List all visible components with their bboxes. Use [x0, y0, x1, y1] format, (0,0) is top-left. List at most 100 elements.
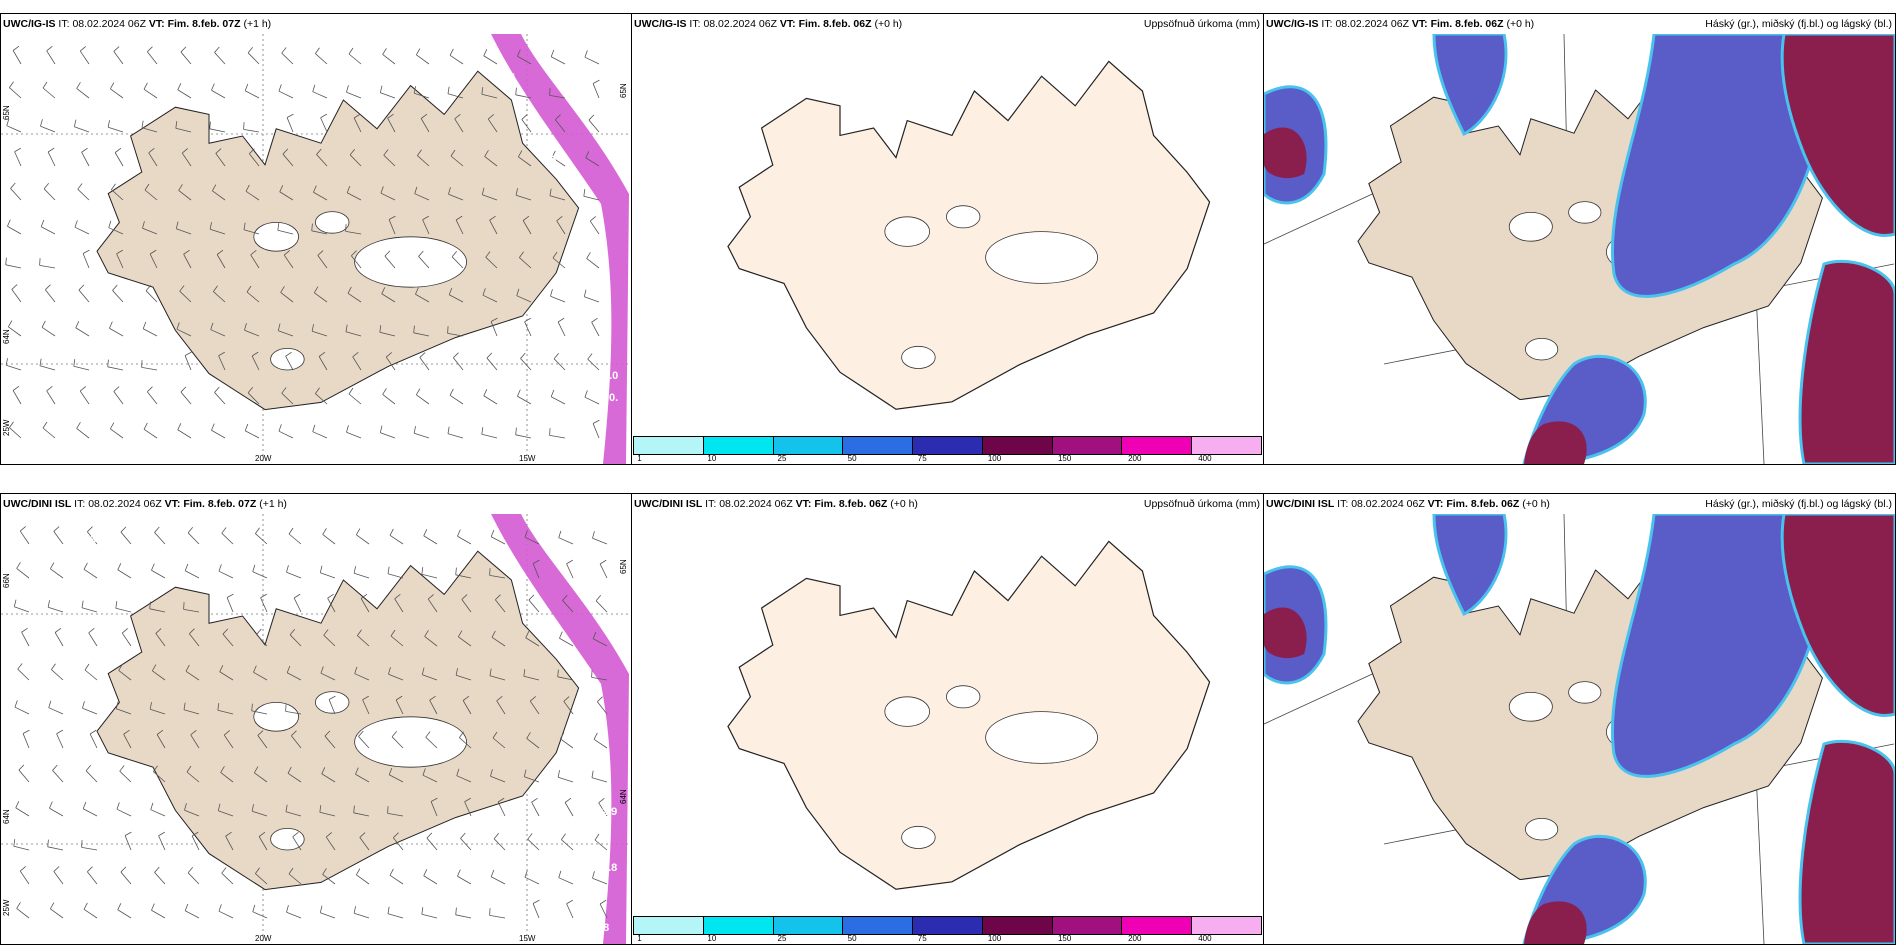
wind-barb — [74, 220, 90, 235]
wind-barb — [244, 423, 260, 439]
wind-barb — [313, 185, 328, 201]
barb-staff — [77, 188, 90, 201]
barb-feather — [142, 321, 147, 329]
wind-barb — [251, 351, 260, 371]
glacier — [1524, 338, 1559, 361]
barb-feather — [286, 665, 291, 673]
barb-staff — [532, 563, 540, 579]
barb-feather — [253, 766, 259, 774]
barb-feather — [111, 183, 116, 190]
wind-barb — [255, 527, 268, 545]
wind-barb — [56, 729, 64, 749]
barb-feather — [453, 352, 459, 359]
barb-staff — [414, 193, 430, 201]
barb-feather — [154, 526, 160, 533]
wind-barb — [48, 700, 64, 715]
barb-feather — [83, 562, 88, 570]
barb-staff — [527, 838, 540, 851]
wind-barb — [526, 732, 540, 749]
barb-staff — [46, 390, 56, 405]
barb-staff — [108, 227, 124, 235]
wind-barb — [247, 386, 260, 405]
wind-barb — [52, 764, 64, 783]
barb-staff — [521, 119, 532, 133]
wind-barb — [16, 562, 30, 579]
wind-barb — [19, 526, 30, 545]
barb-staff — [5, 264, 22, 269]
barb-staff — [176, 328, 192, 337]
barb-feather — [448, 287, 453, 295]
barb-feather — [324, 730, 331, 737]
barb-feather — [5, 358, 8, 366]
barb-feather — [359, 832, 366, 838]
wind-barb — [18, 764, 30, 783]
wind-barb — [313, 286, 328, 303]
barb-staff — [381, 293, 396, 303]
colorbar-swatches — [633, 436, 1262, 455]
glacier — [946, 685, 981, 709]
barb-feather — [39, 258, 41, 266]
barb-feather — [117, 563, 122, 570]
barb-feather — [556, 215, 563, 222]
barb-feather — [553, 352, 560, 360]
barb-staff — [43, 188, 56, 201]
precip-panel-row1: UWC/IG-IS IT: 08.02.2024 06Z VT: Fim. 8.… — [631, 13, 1264, 465]
wind-barb — [49, 902, 64, 919]
barb-feather — [5, 257, 7, 265]
barb-feather — [176, 322, 180, 330]
wind-barb — [214, 46, 226, 65]
barb-staff — [354, 912, 370, 919]
barb-staff — [325, 836, 336, 851]
barb-feather — [142, 221, 145, 229]
barb-staff — [116, 708, 132, 715]
wind-barb — [285, 804, 302, 817]
wind-barb — [454, 113, 464, 133]
wind-barb — [383, 149, 396, 167]
barb-staff — [486, 357, 498, 371]
barb-staff — [40, 125, 56, 133]
barb-feather — [346, 185, 351, 193]
wind-barb — [251, 804, 268, 817]
wind-barb — [319, 565, 336, 579]
barb-staff — [81, 152, 90, 167]
barb-staff — [116, 808, 132, 817]
barb-staff — [516, 295, 532, 303]
colorbar-labels: 1 10 25 50 75 100 150 200 400 — [632, 934, 1263, 944]
barb-feather — [459, 731, 464, 738]
barb-staff — [489, 675, 506, 681]
barb-staff — [141, 366, 158, 371]
wind-barb — [45, 284, 56, 303]
barb-feather — [143, 82, 148, 90]
barb-feather — [490, 869, 495, 877]
barb-staff — [243, 128, 260, 133]
wind-barb — [448, 187, 464, 201]
barb-feather — [283, 250, 290, 256]
wind-barb — [9, 81, 22, 99]
wind-barb — [515, 188, 532, 201]
barb-staff — [48, 606, 64, 613]
wind-barb — [187, 526, 200, 545]
barb-feather — [426, 832, 433, 839]
wind-barb — [532, 899, 540, 919]
wind-barb — [252, 564, 268, 579]
barb-staff — [460, 838, 472, 851]
barb-feather — [523, 669, 526, 677]
barb-staff — [183, 709, 200, 715]
wind-barb — [176, 322, 192, 337]
wind-barb — [426, 832, 438, 851]
barb-feather — [320, 666, 324, 674]
barb-staff — [459, 737, 472, 749]
wind-barb — [255, 867, 268, 885]
barb-feather — [427, 594, 434, 600]
barb-feather — [455, 567, 457, 575]
wind-barb — [592, 871, 608, 885]
precip-value: 0.8 — [594, 922, 610, 934]
barb-feather — [379, 85, 383, 93]
barb-staff — [225, 836, 234, 851]
barb-staff — [481, 93, 498, 99]
barb-staff — [120, 531, 132, 545]
barb-staff — [584, 56, 600, 65]
wind-barb — [209, 121, 226, 133]
precip-band — [491, 514, 629, 944]
wind-barb — [41, 320, 56, 337]
